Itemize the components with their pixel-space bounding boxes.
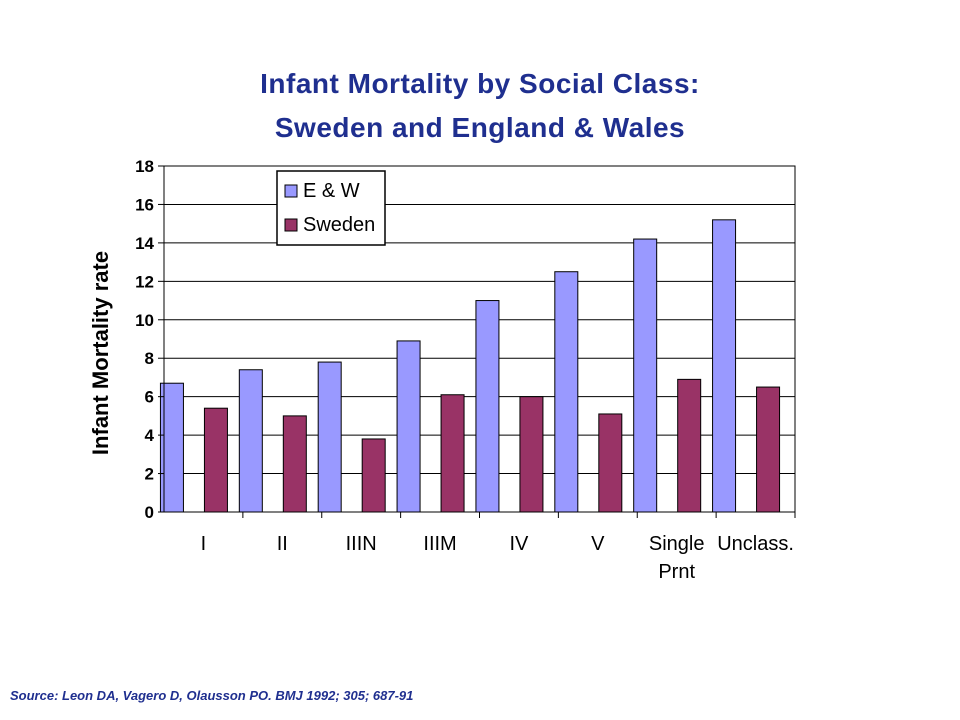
legend-swatch [284, 184, 298, 198]
bar-sweden [598, 413, 623, 513]
bar-sweden [282, 415, 307, 513]
bar-ew [396, 340, 421, 513]
x-tick-label: Single [649, 533, 705, 555]
bar-sweden [440, 394, 465, 513]
bar-ew [712, 219, 737, 513]
bar-ew [633, 238, 658, 513]
x-tick-label: V [591, 533, 605, 555]
y-tick-label: 2 [145, 465, 154, 484]
x-tick-label: Prnt [658, 561, 695, 583]
bar-ew [317, 361, 342, 513]
y-tick-label: 4 [145, 426, 155, 445]
x-tick-label: IV [509, 533, 529, 555]
legend-box [276, 170, 386, 246]
legend-label: E & W [303, 180, 360, 202]
legend-label: Sweden [303, 214, 375, 236]
x-tick-label: Unclass. [717, 533, 794, 555]
y-tick-label: 10 [135, 311, 154, 330]
y-tick-label: 0 [145, 503, 154, 522]
x-tick-label: II [277, 533, 288, 555]
x-tick-label: I [201, 533, 207, 555]
x-tick-label: IIIM [423, 533, 456, 555]
bar-ew [475, 300, 500, 513]
source-citation: Source: Leon DA, Vagero D, Olausson PO. … [10, 688, 414, 703]
y-tick-label: 18 [135, 157, 154, 176]
y-tick-label: 14 [135, 234, 154, 253]
y-tick-label: 8 [145, 349, 154, 368]
bar-ew [554, 271, 579, 513]
bar-sweden [519, 396, 544, 513]
chart-title-line-1: Infant Mortality by Social Class: [260, 68, 700, 99]
legend-swatch [284, 218, 298, 232]
x-tick-label: IIIN [346, 533, 377, 555]
bar-sweden [756, 386, 781, 513]
bar-ew [238, 369, 263, 513]
y-tick-label: 16 [135, 195, 154, 214]
y-axis-label: Infant Mortality rate [88, 251, 113, 455]
y-tick-label: 12 [135, 272, 154, 291]
bar-sweden [677, 378, 702, 513]
bar-sweden [361, 438, 386, 513]
chart-title-line-2: Sweden and England & Wales [274, 112, 686, 143]
bar-sweden [203, 407, 228, 513]
y-tick-label: 6 [145, 388, 154, 407]
